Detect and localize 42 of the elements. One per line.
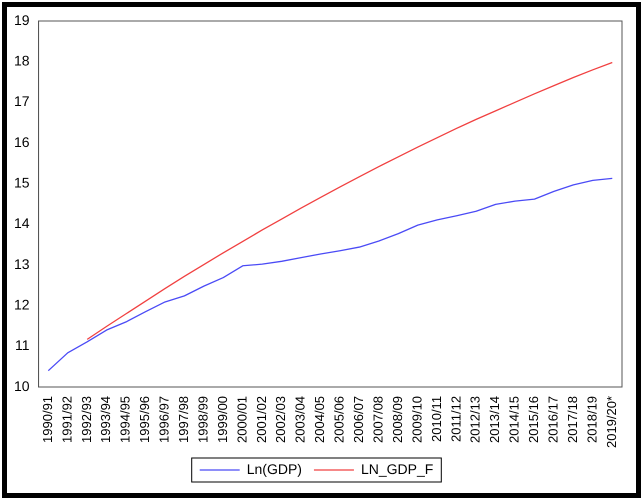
- y-tick-label: 13: [14, 256, 30, 272]
- x-tick-label: 2016/17: [546, 396, 561, 443]
- x-tick-label: 2014/15: [506, 396, 522, 443]
- x-tick-label: 2007/08: [370, 396, 386, 443]
- x-tick-label: 2008/09: [390, 396, 405, 443]
- x-tick-label: 2015/16: [526, 396, 542, 443]
- y-tick-label: 11: [15, 337, 30, 354]
- x-tick-label: 2017/18: [564, 396, 580, 443]
- x-tick-label: 2004/05: [312, 396, 328, 443]
- y-tick-label: 10: [14, 378, 30, 394]
- y-tick-label: 15: [14, 174, 30, 191]
- x-tick-label: 2002/03: [273, 396, 288, 443]
- x-tick-label: 2005/06: [332, 396, 347, 443]
- x-tick-label: 2010/11: [428, 396, 444, 442]
- x-tick-label: 1991/92: [59, 396, 74, 443]
- x-tick-label: 1997/98: [176, 396, 192, 443]
- y-tick-label: 17: [14, 93, 30, 110]
- x-tick-label: 1993/94: [98, 396, 114, 443]
- x-tick-label: 2011/12: [448, 396, 464, 442]
- x-tick-label: 1994/95: [118, 396, 133, 443]
- y-tick-label: 16: [14, 134, 30, 150]
- legend-label: Ln(GDP): [246, 460, 302, 477]
- x-tick-label: 2013/14: [487, 396, 502, 443]
- x-tick-label: 1990/91: [40, 396, 55, 443]
- x-tick-label: 1998/99: [195, 396, 210, 443]
- x-tick-label: 2012/13: [468, 396, 483, 443]
- x-tick-label: 1995/96: [137, 396, 152, 443]
- x-tick-label: 2018/19: [584, 396, 600, 443]
- legend-label: LN_GDP_F: [360, 460, 434, 477]
- y-tick-label: 12: [14, 296, 30, 312]
- y-tick-label: 19: [14, 12, 30, 28]
- x-tick-label: 1999/00: [214, 396, 230, 443]
- x-tick-label: 2006/07: [351, 396, 366, 443]
- x-tick-label: 2000/01: [234, 396, 250, 443]
- x-tick-label: 2001/02: [254, 396, 269, 443]
- x-tick-label: 1996/97: [156, 396, 172, 443]
- x-tick-label: 1992/93: [78, 396, 94, 443]
- x-tick-label: 2019/20*: [604, 396, 619, 448]
- y-tick-label: 18: [14, 52, 30, 69]
- x-tick-label: 2003/04: [292, 396, 308, 443]
- x-tick-label: 2009/10: [409, 396, 424, 443]
- y-tick-label: 14: [14, 215, 30, 232]
